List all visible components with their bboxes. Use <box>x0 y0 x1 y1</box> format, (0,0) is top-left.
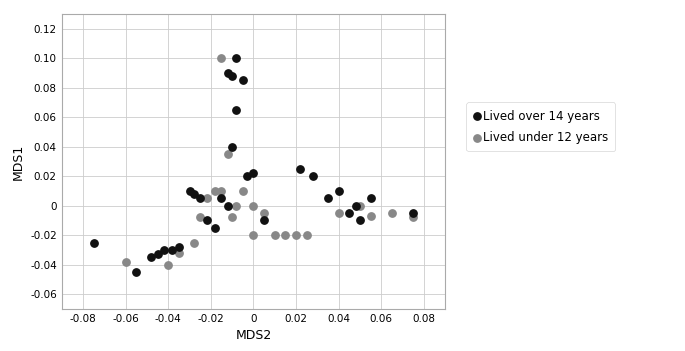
Lived over 14 years <box>167 247 178 253</box>
Lived under 12 years <box>201 196 212 201</box>
Lived over 14 years <box>237 78 248 83</box>
Lived under 12 years <box>301 232 312 238</box>
Lived over 14 years <box>355 218 366 223</box>
Lived under 12 years <box>188 240 199 245</box>
Lived over 14 years <box>223 70 234 76</box>
Lived under 12 years <box>173 250 184 256</box>
Lived under 12 years <box>290 232 301 238</box>
Lived over 14 years <box>173 244 184 250</box>
Lived under 12 years <box>120 259 131 265</box>
Lived over 14 years <box>184 188 195 194</box>
Lived over 14 years <box>201 218 212 223</box>
Lived over 14 years <box>259 218 270 223</box>
Lived over 14 years <box>242 173 253 179</box>
Lived over 14 years <box>231 107 242 113</box>
Lived over 14 years <box>231 55 242 61</box>
Lived over 14 years <box>223 203 234 208</box>
Lived under 12 years <box>216 188 227 194</box>
Lived over 14 years <box>216 196 227 201</box>
Lived under 12 years <box>195 215 206 220</box>
Lived over 14 years <box>308 173 319 179</box>
Lived under 12 years <box>259 210 270 216</box>
Lived over 14 years <box>344 210 355 216</box>
Lived under 12 years <box>365 213 376 219</box>
Lived over 14 years <box>248 171 259 176</box>
Lived under 12 years <box>237 188 248 194</box>
Lived over 14 years <box>131 269 142 275</box>
Lived under 12 years <box>223 151 234 157</box>
Lived under 12 years <box>231 203 242 208</box>
Lived under 12 years <box>163 262 174 267</box>
X-axis label: MDS2: MDS2 <box>236 329 271 342</box>
Lived under 12 years <box>210 188 221 194</box>
Lived under 12 years <box>355 203 366 208</box>
Lived under 12 years <box>269 232 280 238</box>
Lived over 14 years <box>188 191 199 197</box>
Lived under 12 years <box>248 203 259 208</box>
Lived over 14 years <box>210 225 221 231</box>
Lived over 14 years <box>408 210 419 216</box>
Lived over 14 years <box>146 254 157 260</box>
Lived over 14 years <box>323 196 334 201</box>
Lived over 14 years <box>365 196 376 201</box>
Lived over 14 years <box>152 252 163 257</box>
Lived over 14 years <box>350 203 361 208</box>
Lived under 12 years <box>227 215 238 220</box>
Lived over 14 years <box>195 196 206 201</box>
Lived under 12 years <box>248 232 259 238</box>
Lived under 12 years <box>280 232 291 238</box>
Legend: Lived over 14 years, Lived under 12 years: Lived over 14 years, Lived under 12 year… <box>466 102 615 151</box>
Lived over 14 years <box>88 240 99 245</box>
Lived over 14 years <box>333 188 344 194</box>
Lived under 12 years <box>408 215 419 220</box>
Lived over 14 years <box>227 73 238 79</box>
Lived under 12 years <box>386 210 397 216</box>
Y-axis label: MDS1: MDS1 <box>12 143 25 180</box>
Lived under 12 years <box>333 210 344 216</box>
Lived under 12 years <box>216 55 227 61</box>
Lived over 14 years <box>295 166 306 172</box>
Lived over 14 years <box>158 247 169 253</box>
Lived over 14 years <box>227 144 238 150</box>
